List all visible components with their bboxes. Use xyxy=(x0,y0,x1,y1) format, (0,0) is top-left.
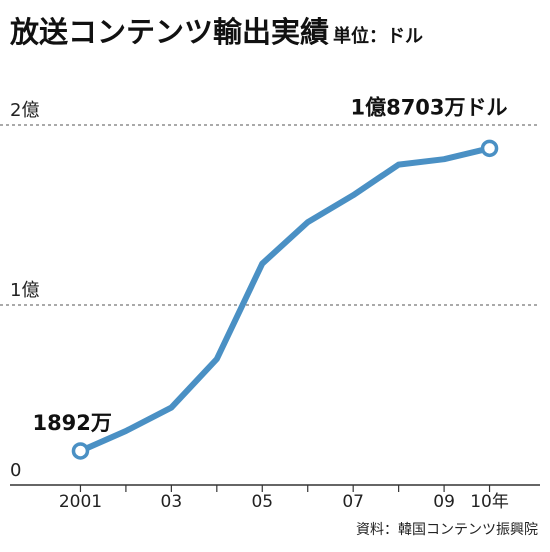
annotation-layer: 1892万 1億8703万ドル xyxy=(32,95,507,435)
x-tick-label: 09 xyxy=(433,492,455,512)
y-tick-label: 1億 xyxy=(10,280,39,301)
series-line xyxy=(77,145,493,454)
grid-layer xyxy=(0,124,540,306)
x-tick-label: 07 xyxy=(342,492,364,512)
x-tick-label: 2001 xyxy=(59,492,102,512)
data-label: 1億8703万ドル xyxy=(350,95,507,119)
chart-title: 放送コンテンツ輸出実績 xyxy=(9,15,329,49)
y-tick-label: 2億 xyxy=(10,100,39,121)
x-tick-label: 10年 xyxy=(470,492,509,512)
series-layer xyxy=(71,139,499,460)
data-label: 1892万 xyxy=(32,411,111,435)
axis-layer: 0 1億 2億 2001 03 05 07 09 10年 xyxy=(10,100,540,512)
y-tick-label: 0 xyxy=(10,460,21,481)
x-tick-label: 03 xyxy=(161,492,183,512)
source-note: 資料：韓国コンテンツ振興院 xyxy=(356,522,538,538)
data-point xyxy=(480,139,499,158)
data-point xyxy=(71,442,90,460)
x-tick-label: 05 xyxy=(251,492,273,512)
unit-label: 単位：ドル xyxy=(333,25,423,47)
